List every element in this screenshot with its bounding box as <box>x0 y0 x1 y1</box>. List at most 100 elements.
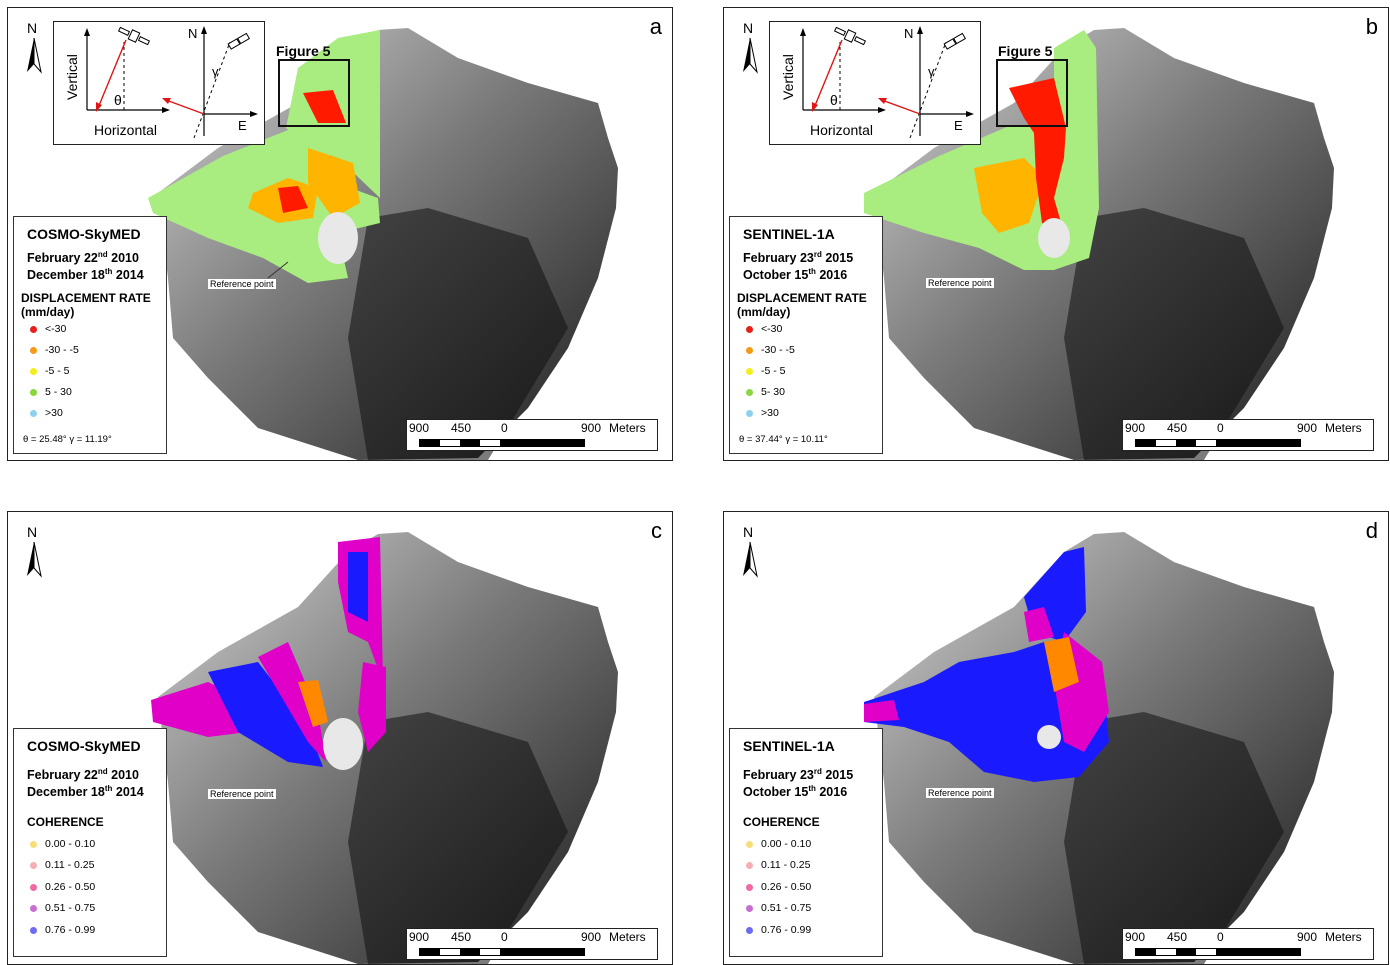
scale-label: 0 <box>1217 930 1224 944</box>
reference-point-label: Reference point <box>926 788 994 798</box>
legend-date-end: December 18th 2014 <box>27 267 144 283</box>
panel-letter: d <box>1365 518 1378 543</box>
inset-horizontal-label: Horizontal <box>94 122 158 138</box>
legend-item: 5 - 30 <box>30 386 72 398</box>
legend-item: 0.11 - 0.25 <box>746 859 810 871</box>
inset-vertical-label: Vertical <box>780 54 796 100</box>
shadow-slope <box>348 208 568 460</box>
blue-coherence-north <box>348 552 368 622</box>
scale-label: 0 <box>501 421 508 435</box>
legend-item: -5 - 5 <box>746 365 786 377</box>
legend-item: -5 - 5 <box>30 365 70 377</box>
north-label: N <box>743 524 754 540</box>
legend-item: -30 - -5 <box>30 344 79 356</box>
legend-item: 0.00 - 0.10 <box>746 838 811 850</box>
inset-n: N <box>904 26 914 41</box>
inset-gamma: γ <box>928 64 935 79</box>
legend-date-end: October 15th 2016 <box>743 784 848 800</box>
legend-satellite: SENTINEL-1A <box>743 226 835 242</box>
island-map <box>151 532 618 964</box>
legend-item: 0.51 - 0.75 <box>30 902 95 914</box>
legend-satellite: COSMO-SkyMED <box>27 738 141 754</box>
legend-date-start: February 22nd 2010 <box>27 767 139 783</box>
reference-point-label: Reference point <box>926 278 994 288</box>
legend: COSMO-SkyMED February 22nd 2010 December… <box>13 216 167 454</box>
red-displacement-area <box>1009 78 1066 233</box>
island-map <box>864 532 1334 964</box>
geometry-inset: Vertical Horizontal θ γ N E <box>769 21 981 145</box>
legend-angles: θ = 25.48° γ = 11.19° <box>23 434 112 445</box>
magenta-coherence-mid <box>258 642 326 762</box>
legend-item: >30 <box>746 407 779 419</box>
legend-date-start: February 22nd 2010 <box>27 250 139 266</box>
legend-item: <-30 <box>30 323 66 335</box>
panel-a: a N Vertical Horizontal θ <box>7 7 673 461</box>
panel-letter: b <box>1365 14 1378 39</box>
legend-item: 0.76 - 0.99 <box>30 924 95 936</box>
inset-horizontal-label: Horizontal <box>810 122 874 138</box>
legend-date-start: February 23rd 2015 <box>743 767 854 783</box>
north-label: N <box>743 20 754 36</box>
legend-item: 0.76 - 0.99 <box>746 924 811 936</box>
crater <box>1037 725 1061 749</box>
reference-point-label: Reference point <box>208 279 276 289</box>
legend-satellite: SENTINEL-1A <box>743 738 835 754</box>
legend-item: 0.00 - 0.10 <box>30 838 95 850</box>
legend-title: COHERENCE <box>27 815 104 829</box>
scale-label: 0 <box>501 930 508 944</box>
scale-label: 450 <box>451 421 472 435</box>
north-arrow: N <box>739 20 761 80</box>
north-label: N <box>27 20 38 36</box>
legend-item: 0.26 - 0.50 <box>746 881 811 893</box>
magenta-coherence-north <box>1024 607 1054 642</box>
panel-letter: c <box>651 518 662 543</box>
legend: SENTINEL-1A February 23rd 2015 October 1… <box>729 216 883 454</box>
orange-coherence-patch <box>298 680 328 727</box>
scale-label: 900 <box>1297 421 1318 435</box>
red-displacement-north <box>303 90 346 123</box>
scale-label: 0 <box>1217 421 1224 435</box>
panel-letter: a <box>649 14 662 39</box>
crater <box>1038 218 1070 258</box>
north-arrow-icon <box>27 541 42 578</box>
inset-gamma: γ <box>212 64 219 79</box>
scale-label: 900 <box>409 421 430 435</box>
magenta-coherence-east <box>358 662 386 752</box>
blue-coherence-west <box>208 662 323 767</box>
figure5-box <box>996 59 1068 127</box>
shadow-slope <box>1064 208 1284 460</box>
orange-coherence-patch <box>1044 637 1079 692</box>
inset-n: N <box>188 26 198 41</box>
legend-satellite: COSMO-SkyMED <box>27 226 141 242</box>
north-arrow-icon <box>743 37 758 74</box>
crater <box>323 718 363 770</box>
legend-date-start: February 23rd 2015 <box>743 250 854 266</box>
inset-vertical-label: Vertical <box>64 54 80 100</box>
legend-item: 0.26 - 0.50 <box>30 881 95 893</box>
scale-label: 450 <box>1167 930 1188 944</box>
figure5-label: Figure 5 <box>276 43 331 59</box>
legend-title: COHERENCE <box>743 815 820 829</box>
scale-label: 450 <box>1167 421 1188 435</box>
legend: COSMO-SkyMED February 22nd 2010 December… <box>13 728 167 957</box>
orange-displacement-area <box>974 158 1044 233</box>
inset-theta: θ <box>830 92 838 108</box>
panel-c: c N Reference point COSMO-SkyMED Februar… <box>7 511 673 965</box>
geometry-inset: Vertical Horizontal θ γ N E <box>53 21 265 145</box>
magenta-coherence-west <box>864 700 899 722</box>
scale-label: 900 <box>409 930 430 944</box>
legend-title: DISPLACEMENT RATE (mm/day) <box>21 291 151 319</box>
legend-item: >30 <box>30 407 63 419</box>
scale-label: 900 <box>1125 930 1146 944</box>
scale-unit: Meters <box>609 421 646 435</box>
north-arrow: N <box>23 20 45 80</box>
legend-item: -30 - -5 <box>746 344 795 356</box>
legend-date-end: December 18th 2014 <box>27 784 144 800</box>
island-map <box>864 28 1334 460</box>
scale-unit: Meters <box>609 930 646 944</box>
north-arrow: N <box>739 524 761 584</box>
inset-e: E <box>238 118 247 133</box>
scale-segments <box>419 948 585 956</box>
legend-item: 0.11 - 0.25 <box>30 859 94 871</box>
red-displacement-area <box>278 186 308 213</box>
